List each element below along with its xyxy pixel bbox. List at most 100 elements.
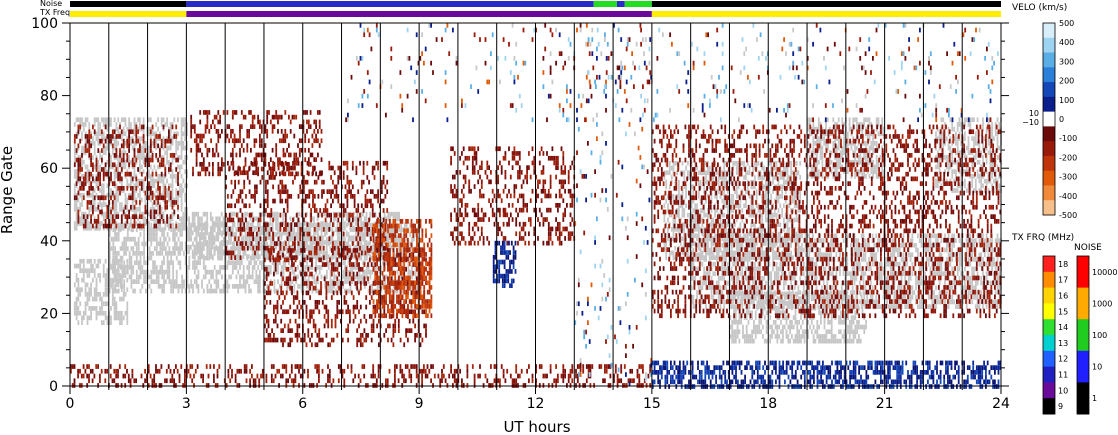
data-cell [130,269,133,275]
data-cell [853,266,856,272]
data-cell [193,216,196,222]
data-cell [172,251,174,256]
data-cell [282,269,285,275]
data-cell [739,243,742,248]
data-cell [126,310,129,316]
data-cell [159,284,162,289]
data-cell [685,189,687,194]
data-cell [737,247,740,253]
data-cell [113,178,116,184]
data-cell [268,222,270,228]
data-cell [288,222,290,228]
data-cell [262,225,265,231]
data-cell [117,282,120,288]
data-cell [871,261,874,267]
data-cell [309,265,312,270]
data-cell [318,265,321,270]
data-cell [694,276,697,281]
data-cell [92,136,94,141]
data-cell [152,232,154,237]
data-cell [163,246,165,251]
data-cell [95,282,98,288]
data-cell [808,271,811,276]
data-cell [175,255,178,261]
data-cell [752,247,754,253]
data-cell [93,164,96,170]
data-cell [288,284,290,289]
data-cell [130,236,133,242]
data-cell [155,265,158,270]
data-cell [177,117,179,123]
data-cell [309,225,312,231]
data-cell [411,246,413,251]
data-cell [111,150,114,156]
data-cell [153,178,156,184]
data-cell [193,279,196,284]
data-cell [871,233,874,239]
data-cell [777,266,780,272]
data-cell [142,216,145,222]
data-cell [217,230,219,236]
data-cell [155,274,158,280]
data-cell [101,207,103,212]
data-cell [694,241,697,246]
data-cell [690,212,693,218]
data-cell [324,254,326,259]
data-cell [148,284,151,289]
data-cell [407,260,410,266]
data-cell [108,232,111,237]
data-cell [878,271,881,276]
data-cell [248,269,250,275]
data-cell [667,217,669,223]
data-cell [159,269,162,275]
data-cell [877,238,879,243]
data-cell [329,260,332,266]
data-cell [244,232,247,237]
data-cell [211,240,214,245]
data-cell [273,284,276,289]
data-cell [181,274,183,280]
data-cell [117,169,120,174]
data-cell [137,251,140,256]
data-cell [92,174,94,179]
data-cell [75,287,78,292]
data-cell [336,230,339,236]
data-cell [380,269,383,275]
data-cell [151,207,154,212]
data-cell [114,251,116,256]
data-cell [355,274,357,280]
data-cell [831,243,834,248]
data-cell [130,246,133,251]
data-cell [277,241,279,247]
data-cell [106,301,109,307]
data-cell [703,280,706,286]
data-cell [79,263,82,269]
data-cell [97,122,100,127]
data-cell [367,221,370,226]
data-cell [799,175,802,180]
data-cell [125,265,127,270]
data-cell [181,284,183,289]
data-cell [162,155,165,160]
data-cell [160,117,163,123]
data-cell [164,150,167,156]
data-cell [177,227,180,233]
data-cell [145,269,147,275]
data-cell [363,240,366,245]
data-cell [120,164,123,170]
data-cell [121,274,124,280]
data-cell [819,238,821,243]
data-cell [154,279,156,284]
data-cell [400,222,402,228]
data-cell [104,258,107,264]
data-cell [145,288,147,294]
data-cell [237,260,240,266]
data-cell [356,235,359,241]
data-cell [244,288,247,294]
data-cell [184,225,187,231]
data-cell [222,216,225,222]
data-cell [226,288,229,294]
data-cell [79,287,82,292]
data-cell [139,232,142,237]
data-cell [110,159,112,165]
